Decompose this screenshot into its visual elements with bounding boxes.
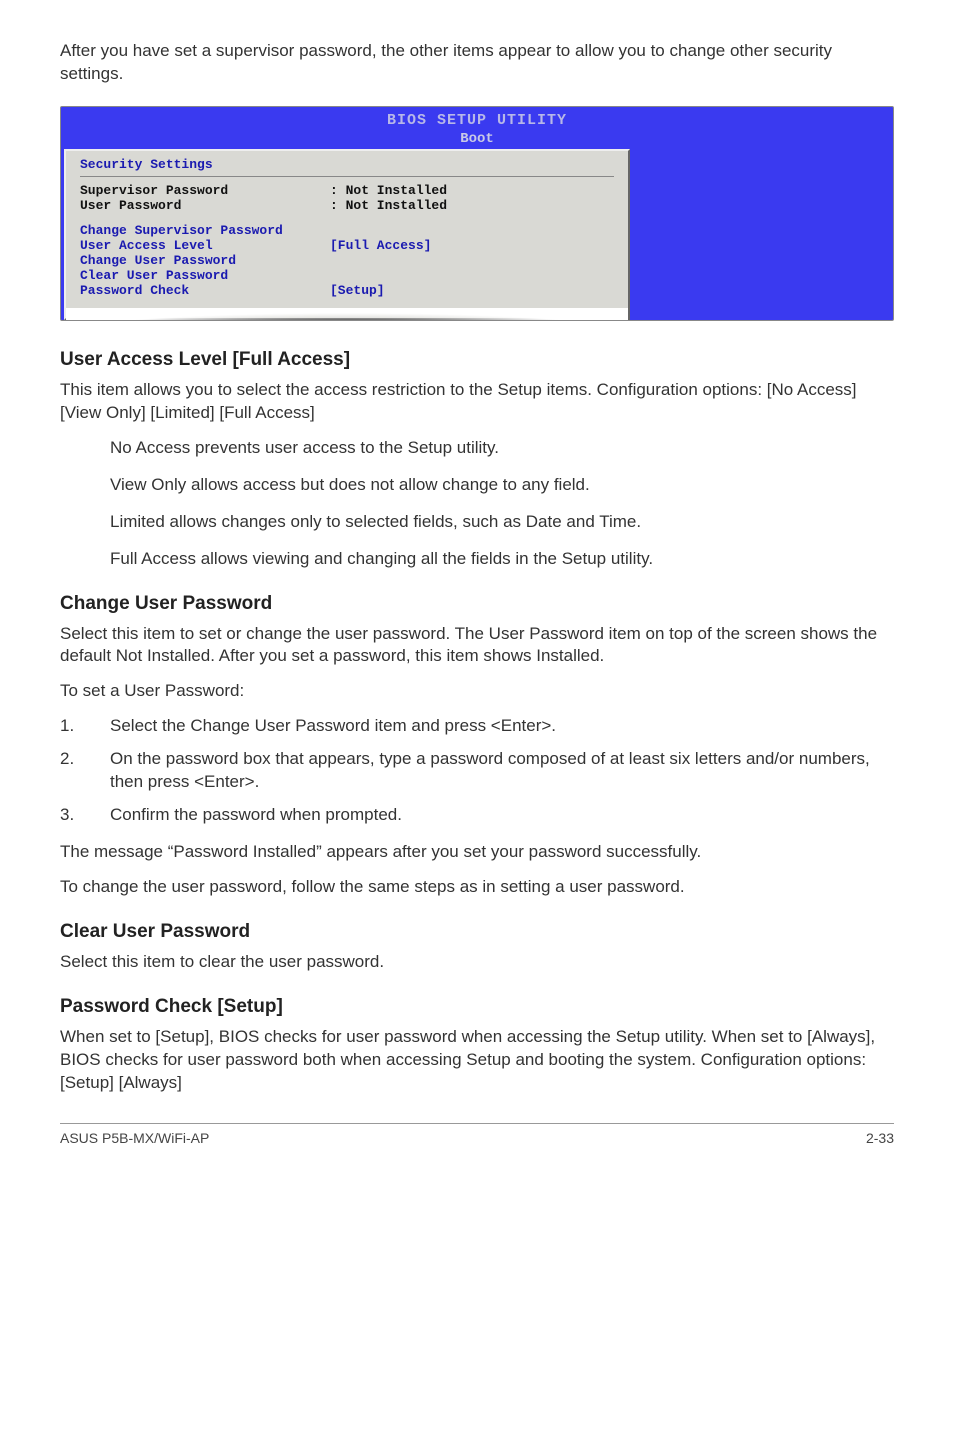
paragraph: This item allows you to select the acces… [60,379,894,425]
bios-item: Change User Password [80,253,330,268]
paragraph: Full Access allows viewing and changing … [110,548,894,571]
divider [80,176,614,177]
paragraph: Limited allows changes only to selected … [110,511,894,534]
footer-left: ASUS P5B-MX/WiFi-AP [60,1130,209,1146]
bios-help-panel [630,149,893,320]
bios-screenshot: BIOS SETUP UTILITY Boot Security Setting… [60,106,894,321]
footer-right: 2-33 [866,1130,894,1146]
paragraph: The message “Password Installed” appears… [60,841,894,864]
list-item: On the password box that appears, type a… [60,748,894,794]
paragraph: No Access prevents user access to the Se… [110,437,894,460]
paragraph: To change the user password, follow the … [60,876,894,899]
bios-header: BIOS SETUP UTILITY Boot [61,107,893,149]
heading-password-check: Password Check [Setup] [60,996,894,1018]
ordered-list: Select the Change User Password item and… [60,715,894,827]
heading-user-access-level: User Access Level [Full Access] [60,349,894,371]
bios-tab: Boot [460,131,494,147]
intro-paragraph: After you have set a supervisor password… [60,40,894,86]
paragraph: When set to [Setup], BIOS checks for use… [60,1026,894,1095]
paragraph: Select this item to clear the user passw… [60,951,894,974]
bios-label: User Password [80,198,330,213]
bios-item: Password Check [80,283,330,298]
bios-title: BIOS SETUP UTILITY [387,112,567,129]
bios-item: Clear User Password [80,268,330,283]
bios-item: Change Supervisor Password [80,223,330,238]
paragraph: To set a User Password: [60,680,894,703]
bios-item: User Access Level [80,238,330,253]
heading-change-user-password: Change User Password [60,593,894,615]
bios-value: [Full Access] [330,238,431,253]
list-item: Select the Change User Password item and… [60,715,894,738]
bios-value: : Not Installed [330,198,447,213]
bios-value: : Not Installed [330,183,447,198]
paragraph: Select this item to set or change the us… [60,623,894,669]
page-footer: ASUS P5B-MX/WiFi-AP 2-33 [60,1123,894,1146]
bios-panel: Security Settings Supervisor Password : … [64,149,630,320]
bios-section-title: Security Settings [80,157,614,172]
paragraph: View Only allows access but does not all… [110,474,894,497]
bios-value: [Setup] [330,283,385,298]
bios-label: Supervisor Password [80,183,330,198]
list-item: Confirm the password when prompted. [60,804,894,827]
heading-clear-user-password: Clear User Password [60,921,894,943]
